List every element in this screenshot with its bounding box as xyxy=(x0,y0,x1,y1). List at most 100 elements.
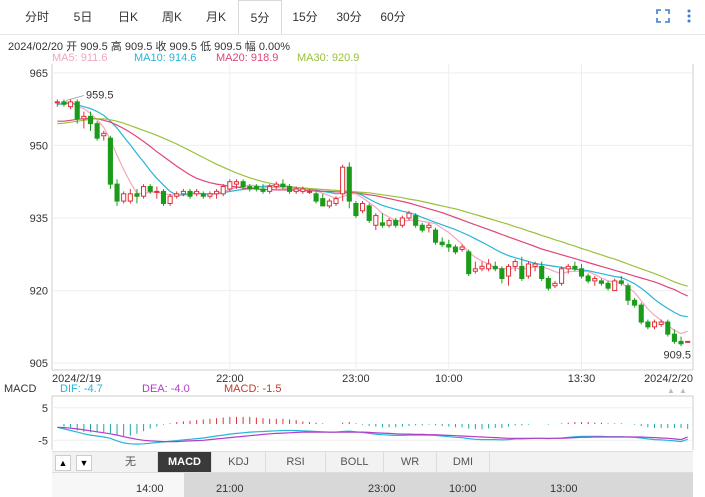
candle-down xyxy=(638,304,644,323)
candle-down xyxy=(247,186,253,190)
candle-down xyxy=(446,244,452,248)
candle-down xyxy=(280,183,286,188)
ma20-line xyxy=(57,117,688,297)
candle-down xyxy=(253,186,259,190)
macd-value-label: MACD: -1.5 xyxy=(224,383,282,395)
tab-5[interactable]: 月K xyxy=(205,10,226,24)
dea-line xyxy=(57,426,688,443)
low-value: 909.5 xyxy=(214,41,242,53)
indicator-tab-macd[interactable]: MACD xyxy=(158,452,212,472)
y-tick-label: 965 xyxy=(30,68,48,80)
tab-3[interactable]: 日K xyxy=(117,10,138,24)
candle-up xyxy=(399,217,405,226)
candle-down xyxy=(519,265,525,279)
candle-up xyxy=(326,200,332,207)
candle-up xyxy=(651,321,658,328)
indicator-tab-无[interactable]: 无 xyxy=(104,452,158,472)
candle-down xyxy=(678,340,684,345)
candle-up xyxy=(127,193,133,202)
candle-up xyxy=(214,190,220,195)
candle-up xyxy=(194,190,200,195)
tab-1[interactable]: 分时 xyxy=(24,10,49,24)
candle-up xyxy=(81,115,87,120)
tab-8[interactable]: 30分 xyxy=(336,10,362,24)
ohlc-readout: 2024/02/20 开 909.5 高 909.5 收 909.5 低 909… xyxy=(8,38,290,54)
candle-up xyxy=(300,188,306,192)
high-label: 高 xyxy=(110,41,122,53)
candle-up xyxy=(612,280,618,292)
candle-down xyxy=(645,321,651,328)
candle-up xyxy=(141,186,147,197)
navigator-window[interactable] xyxy=(184,473,693,497)
indicator-tab-wr[interactable]: WR xyxy=(384,452,437,472)
macd-y-tick-label: 5 xyxy=(42,403,48,415)
candle-up xyxy=(552,282,558,287)
candle-up xyxy=(406,212,412,219)
tab-2[interactable]: 5日 xyxy=(73,10,93,24)
navigator-label: 14:00 xyxy=(136,483,164,495)
tab-4[interactable]: 周K xyxy=(161,10,182,24)
candle-down xyxy=(492,265,498,270)
time-navigator[interactable]: 14:00 21:00 23:00 10:00 13:00 xyxy=(52,472,693,497)
candle-up xyxy=(180,190,186,195)
candle-down xyxy=(200,193,206,197)
ma30-label: MA30: 920.9 xyxy=(297,52,360,64)
candle-up xyxy=(227,181,233,190)
candle-up xyxy=(220,186,226,195)
y-tick-label: 950 xyxy=(30,140,48,152)
scroll-down-icon[interactable]: ▼ xyxy=(76,455,92,471)
candle-up xyxy=(386,219,392,226)
candle-up xyxy=(207,193,213,197)
candle-down xyxy=(439,241,445,246)
candle-up xyxy=(592,277,598,282)
candle-up xyxy=(167,195,173,204)
indicator-tab-kdj[interactable]: KDJ xyxy=(212,452,266,472)
open-label: 开 xyxy=(66,41,78,53)
dif-line xyxy=(57,426,688,445)
indicator-tab-boll[interactable]: BOLL xyxy=(326,452,384,472)
candle-up xyxy=(359,202,366,212)
x-tick-label: 2024/2/20 xyxy=(644,373,693,385)
candle-down xyxy=(665,321,671,335)
more-vertical-icon[interactable] xyxy=(686,8,692,24)
candle-up xyxy=(512,261,518,267)
indicator-tab-rsi[interactable]: RSI xyxy=(266,452,326,472)
scroll-marker-icon: ▲ xyxy=(667,386,675,395)
candle-up xyxy=(174,193,180,197)
candle-down xyxy=(353,202,359,217)
candle-up xyxy=(459,246,465,250)
candle-down xyxy=(618,280,624,284)
scroll-up-icon[interactable]: ▲ xyxy=(55,455,71,471)
candle-down xyxy=(61,101,67,105)
candle-up xyxy=(426,224,432,229)
amplitude-value: 0.00% xyxy=(258,41,291,53)
x-tick-label: 13:30 xyxy=(568,373,596,385)
ohlc-date: 2024/02/20 xyxy=(8,41,64,53)
x-tick-label: 22:00 xyxy=(216,373,244,385)
candle-up xyxy=(101,132,107,137)
amplitude-label: 幅 xyxy=(244,41,256,53)
indicator-tab-dmi[interactable]: DMI xyxy=(437,452,490,472)
candle-up xyxy=(685,340,691,343)
candle-down xyxy=(187,190,193,197)
kline-chart[interactable]: 965 950 935 920 905 2024/2/19 22:00 23:00 10:00 1… xyxy=(0,0,705,452)
tab-9[interactable]: 60分 xyxy=(380,10,406,24)
candle-up xyxy=(472,268,478,272)
candle-down xyxy=(671,333,677,342)
candle-down xyxy=(466,251,472,275)
candle-down xyxy=(160,190,167,204)
tab-6[interactable]: 5分 xyxy=(238,0,282,34)
tab-7[interactable]: 15分 xyxy=(292,10,318,24)
ma20-label: MA20: 918.9 xyxy=(216,52,279,64)
candle-down xyxy=(313,193,319,202)
fullscreen-icon[interactable] xyxy=(656,9,670,23)
candle-down xyxy=(107,137,113,185)
candle-up xyxy=(333,198,339,204)
candle-down xyxy=(379,222,386,226)
open-value: 909.5 xyxy=(80,41,108,53)
candle-down xyxy=(539,265,545,279)
y-tick-label: 905 xyxy=(30,358,48,370)
candle-down xyxy=(114,183,120,202)
x-tick-label: 23:00 xyxy=(342,373,370,385)
candle-down xyxy=(572,265,578,270)
